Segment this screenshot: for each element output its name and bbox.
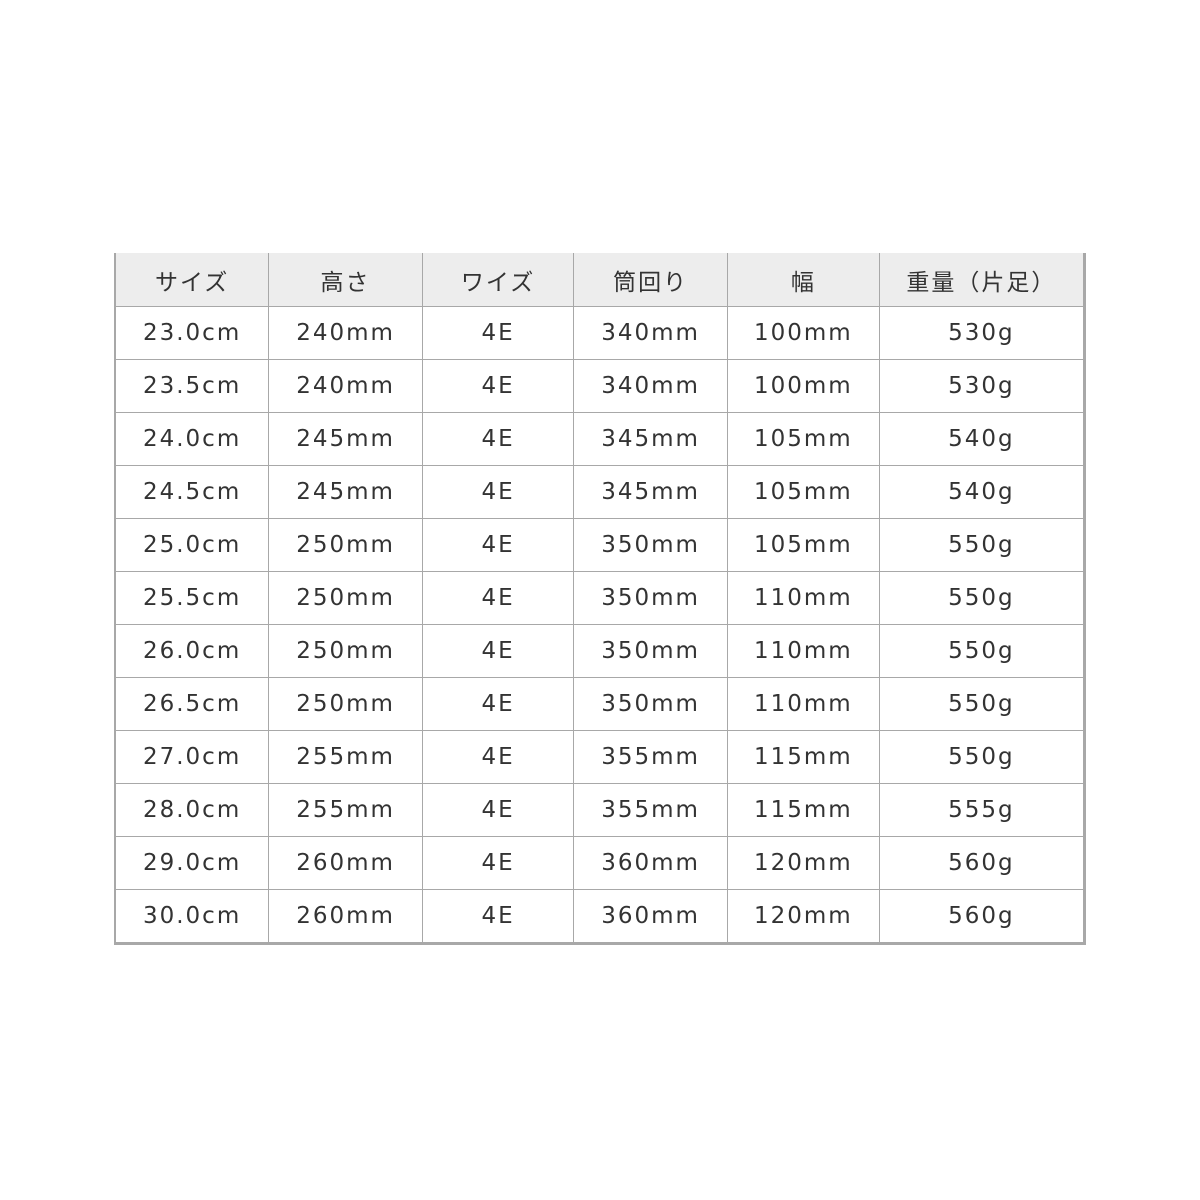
table-cell: 4E: [421, 730, 575, 784]
table-cell: 250mm: [268, 571, 423, 625]
table-cell: 25.5cm: [114, 571, 270, 625]
table-cell: 26.0cm: [114, 624, 270, 678]
table-cell: 550g: [878, 624, 1086, 678]
table-cell: 115mm: [726, 783, 880, 837]
table-cell: 250mm: [268, 518, 423, 572]
size-chart-table: サイズ 高さ ワイズ 筒回り幅重量（片足） 23.0cm 240mm 4E 340mm 100…: [114, 253, 1086, 945]
table-cell: 345mm: [573, 412, 728, 466]
table-cell: 560g: [878, 836, 1086, 890]
table-cell: 120mm: [726, 836, 880, 890]
table-cell: 550g: [878, 677, 1086, 731]
column-header: 高さ: [268, 253, 423, 307]
table-row: 29.0cm 260mm 4E 360mm 120mm 560g: [114, 836, 1086, 890]
table-cell: 4E: [421, 889, 575, 944]
table-cell: 4E: [421, 571, 575, 625]
table-row: 25.5cm 250mm 4E 350mm 110mm 550g: [114, 571, 1086, 625]
table-row: 30.0cm 260mm 4E 360mm 120mm 560g: [114, 889, 1086, 944]
table-cell: 4E: [421, 783, 575, 837]
table-cell: 540g: [878, 412, 1086, 466]
table-row: 27.0cm 255mm 4E 355mm 115mm 550g: [114, 730, 1086, 784]
table-cell: 27.0cm: [114, 730, 270, 784]
table-cell: 245mm: [268, 465, 423, 519]
table-cell: 550g: [878, 730, 1086, 784]
column-header: 筒回り: [573, 253, 728, 307]
table-cell: 530g: [878, 306, 1086, 360]
table-cell: 25.0cm: [114, 518, 270, 572]
table-cell: 4E: [421, 465, 575, 519]
table-cell: 260mm: [268, 889, 423, 944]
header-row: サイズ 高さ ワイズ 筒回り幅重量（片足）: [114, 253, 1086, 307]
table-cell: 24.0cm: [114, 412, 270, 466]
table-cell: 100mm: [726, 306, 880, 360]
table-cell: 4E: [421, 836, 575, 890]
table-cell: 23.0cm: [114, 306, 270, 360]
table-cell: 4E: [421, 306, 575, 360]
table-cell: 350mm: [573, 677, 728, 731]
table-cell: 26.5cm: [114, 677, 270, 731]
table-cell: 4E: [421, 412, 575, 466]
table-cell: 245mm: [268, 412, 423, 466]
table-cell: 240mm: [268, 359, 423, 413]
table-cell: 100mm: [726, 359, 880, 413]
table-cell: 24.5cm: [114, 465, 270, 519]
table-cell: 350mm: [573, 571, 728, 625]
table-row: 25.0cm 250mm 4E 350mm 105mm 550g: [114, 518, 1086, 572]
table-row: 28.0cm 255mm 4E 355mm 115mm 555g: [114, 783, 1086, 837]
table-cell: 28.0cm: [114, 783, 270, 837]
table-row: 26.0cm 250mm 4E 350mm 110mm 550g: [114, 624, 1086, 678]
table-cell: 255mm: [268, 730, 423, 784]
table-cell: 240mm: [268, 306, 423, 360]
table-cell: 4E: [421, 518, 575, 572]
table-cell: 4E: [421, 677, 575, 731]
table-cell: 105mm: [726, 518, 880, 572]
column-header: ワイズ: [421, 253, 575, 307]
column-header: 重量（片足）: [878, 253, 1086, 307]
table-cell: 105mm: [726, 465, 880, 519]
table-cell: 340mm: [573, 359, 728, 413]
table-row: 24.5cm 245mm 4E 345mm 105mm 540g: [114, 465, 1086, 519]
table-cell: 530g: [878, 359, 1086, 413]
table-cell: 345mm: [573, 465, 728, 519]
table-cell: 555g: [878, 783, 1086, 837]
table-cell: 110mm: [726, 624, 880, 678]
table-row: 23.0cm 240mm 4E 340mm 100mm 530g: [114, 306, 1086, 360]
table-cell: 355mm: [573, 783, 728, 837]
column-header: サイズ: [114, 253, 270, 307]
table-cell: 255mm: [268, 783, 423, 837]
table-cell: 23.5cm: [114, 359, 270, 413]
table-cell: 4E: [421, 359, 575, 413]
table-cell: 30.0cm: [114, 889, 270, 944]
table-cell: 350mm: [573, 624, 728, 678]
table-cell: 560g: [878, 889, 1086, 944]
table-cell: 360mm: [573, 836, 728, 890]
table-row: 23.5cm 240mm 4E 340mm 100mm 530g: [114, 359, 1086, 413]
table-cell: 115mm: [726, 730, 880, 784]
table-cell: 540g: [878, 465, 1086, 519]
table-row: 26.5cm 250mm 4E 350mm 110mm 550g: [114, 677, 1086, 731]
table-cell: 4E: [421, 624, 575, 678]
table-cell: 360mm: [573, 889, 728, 944]
table-cell: 29.0cm: [114, 836, 270, 890]
table-cell: 355mm: [573, 730, 728, 784]
table-cell: 260mm: [268, 836, 423, 890]
column-header: 幅: [726, 253, 880, 307]
table-cell: 250mm: [268, 624, 423, 678]
table-cell: 120mm: [726, 889, 880, 944]
table-cell: 110mm: [726, 677, 880, 731]
table-row: 24.0cm 245mm 4E 345mm 105mm 540g: [114, 412, 1086, 466]
table-cell: 550g: [878, 571, 1086, 625]
table-cell: 105mm: [726, 412, 880, 466]
table-cell: 110mm: [726, 571, 880, 625]
table-cell: 550g: [878, 518, 1086, 572]
table-cell: 250mm: [268, 677, 423, 731]
table-cell: 340mm: [573, 306, 728, 360]
table-cell: 350mm: [573, 518, 728, 572]
